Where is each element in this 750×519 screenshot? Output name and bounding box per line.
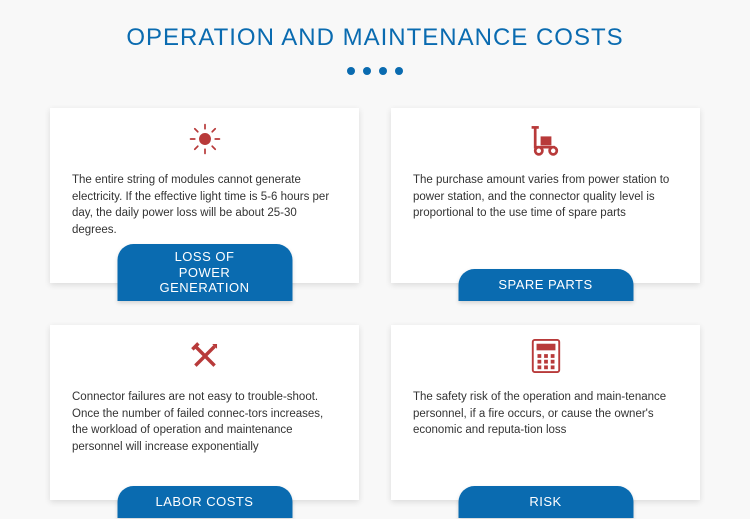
card-description: The purchase amount varies from power st… [413, 172, 678, 222]
hand-truck-icon [413, 122, 678, 162]
page-title: OPERATION AND MAINTENANCE COSTS [50, 24, 700, 52]
card-description: The safety risk of the operation and mai… [413, 389, 678, 439]
cards-grid: The entire string of modules cannot gene… [50, 108, 700, 500]
sun-icon [72, 122, 337, 162]
cost-card: Connector failures are not easy to troub… [50, 325, 359, 500]
card-description: The entire string of modules cannot gene… [72, 172, 337, 239]
card-description: Connector failures are not easy to troub… [72, 389, 337, 456]
calculator-icon [413, 339, 678, 379]
card-badge: RISK [458, 486, 633, 518]
card-badge: LABOR COSTS [117, 486, 292, 518]
card-badge: LOSS OFPOWER GENERATION [117, 244, 292, 301]
cost-card: The purchase amount varies from power st… [391, 108, 700, 283]
tools-cross-icon [72, 339, 337, 379]
cost-card: The safety risk of the operation and mai… [391, 325, 700, 500]
cost-card: The entire string of modules cannot gene… [50, 108, 359, 283]
title-dots [50, 62, 700, 80]
card-badge: SPARE PARTS [458, 269, 633, 301]
